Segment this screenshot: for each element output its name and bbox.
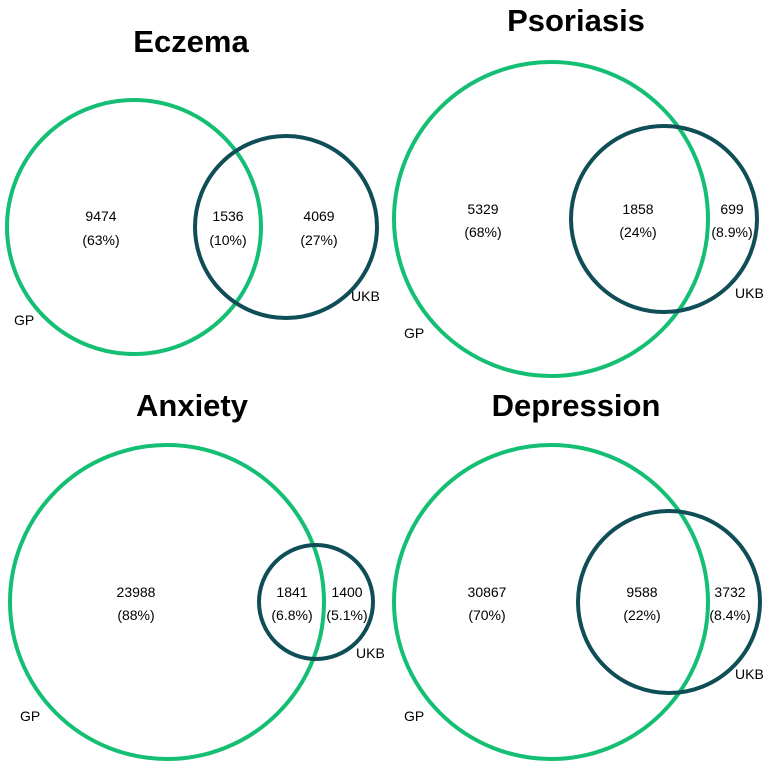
venn-panel-anxiety: Anxiety 23988 (88%) 1841 (6.8%) 1400 (5.… <box>8 388 385 761</box>
gp-only-percent: (88%) <box>117 607 154 623</box>
gp-only-count: 9474 <box>85 208 116 224</box>
gp-only-percent: (70%) <box>468 607 505 623</box>
gp-circle <box>8 443 326 761</box>
panel-title: Anxiety <box>136 388 249 423</box>
ukb-set-label: UKB <box>735 666 764 682</box>
overlap-percent: (6.8%) <box>271 607 312 623</box>
ukb-circle <box>193 134 379 320</box>
ukb-set-label: UKB <box>351 288 380 304</box>
ukb-only-percent: (8.9%) <box>711 224 752 240</box>
gp-set-label: GP <box>404 708 424 724</box>
venn-panel-eczema: Eczema 9474 (63%) 1536 (10%) 4069 (27%) … <box>5 24 380 356</box>
venn-panel-psoriasis: Psoriasis 5329 (68%) 1858 (24%) 699 (8.9… <box>392 3 764 378</box>
overlap-count: 9588 <box>626 584 657 600</box>
ukb-circle <box>576 509 762 695</box>
gp-only-count: 23988 <box>117 584 156 600</box>
ukb-only-count: 4069 <box>303 208 334 224</box>
overlap-count: 1536 <box>212 208 243 224</box>
gp-only-percent: (63%) <box>82 232 119 248</box>
ukb-only-count: 699 <box>720 201 744 217</box>
ukb-only-count: 1400 <box>331 584 362 600</box>
overlap-percent: (10%) <box>209 232 246 248</box>
overlap-count: 1841 <box>276 584 307 600</box>
gp-set-label: GP <box>14 312 34 328</box>
venn-panel-depression: Depression 30867 (70%) 9588 (22%) 3732 (… <box>392 388 764 761</box>
ukb-set-label: UKB <box>356 645 385 661</box>
ukb-only-percent: (5.1%) <box>326 607 367 623</box>
overlap-percent: (24%) <box>619 224 656 240</box>
gp-circle <box>392 60 710 378</box>
ukb-only-percent: (27%) <box>300 232 337 248</box>
ukb-circle <box>569 124 759 314</box>
gp-circle <box>5 98 263 356</box>
gp-only-count: 30867 <box>468 584 507 600</box>
overlap-count: 1858 <box>622 201 653 217</box>
gp-only-count: 5329 <box>467 201 498 217</box>
gp-circle <box>392 443 710 761</box>
ukb-only-count: 3732 <box>714 584 745 600</box>
panel-title: Depression <box>492 388 661 423</box>
ukb-only-percent: (8.4%) <box>709 607 750 623</box>
gp-set-label: GP <box>404 325 424 341</box>
gp-set-label: GP <box>20 708 40 724</box>
panel-title: Eczema <box>133 24 249 59</box>
ukb-circle <box>257 543 375 661</box>
panel-title: Psoriasis <box>507 3 645 38</box>
overlap-percent: (22%) <box>623 607 660 623</box>
ukb-set-label: UKB <box>735 285 764 301</box>
gp-only-percent: (68%) <box>464 224 501 240</box>
